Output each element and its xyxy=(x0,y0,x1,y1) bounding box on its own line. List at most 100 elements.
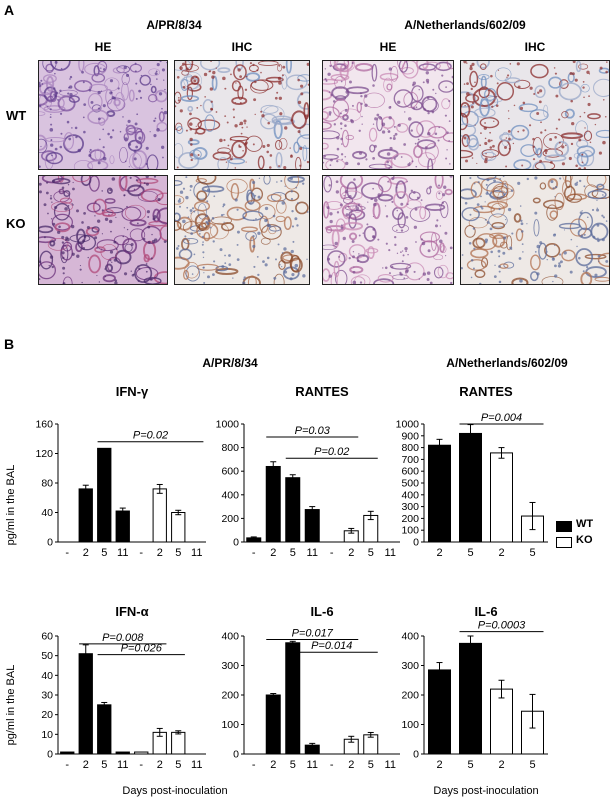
bar xyxy=(115,510,130,543)
p-value-label: P=0.0003 xyxy=(478,620,526,632)
x-tick-label: 11 xyxy=(385,547,396,559)
bar xyxy=(171,512,186,543)
y-tick-label: 400 xyxy=(221,631,239,643)
x-tick-label: - xyxy=(252,759,256,771)
p-value-label: P=0.02 xyxy=(314,446,349,458)
bar xyxy=(490,452,513,543)
stain-label-ihc-right: IHC xyxy=(524,40,546,54)
y-tick-label: 160 xyxy=(35,419,53,431)
y-tick-label: 600 xyxy=(221,466,239,478)
legend: WT KO xyxy=(556,518,614,552)
p-value-label: P=0.008 xyxy=(102,632,144,644)
stain-label-ihc-left: IHC xyxy=(231,40,253,54)
x-tick-label: 11 xyxy=(307,547,318,559)
x-tick-label: 2 xyxy=(348,759,354,771)
chart-title: RANTES xyxy=(295,384,349,399)
x-tick-label: 2 xyxy=(436,759,442,771)
x-tick-label: 5 xyxy=(529,759,535,771)
legend-ko-label: KO xyxy=(576,534,593,546)
x-tick-label: 5 xyxy=(175,547,181,559)
ylabel-bottom: pg/ml in the BAL xyxy=(5,665,17,746)
y-tick-label: 80 xyxy=(41,478,53,490)
micrograph-pr8-wt-he xyxy=(38,60,168,170)
p-value-label: P=0.03 xyxy=(295,425,331,437)
legend-ko-swatch xyxy=(556,537,572,548)
x-tick-label: 2 xyxy=(270,547,276,559)
x-tick-label: 2 xyxy=(348,547,354,559)
y-tick-label: 100 xyxy=(221,719,239,731)
y-tick-label: 100 xyxy=(401,525,419,537)
p-value-label: P=0.017 xyxy=(292,628,334,640)
x-tick-label: - xyxy=(139,547,143,559)
y-tick-label: 600 xyxy=(401,466,419,478)
y-tick-label: 200 xyxy=(401,690,419,702)
y-tick-label: 800 xyxy=(401,442,419,454)
panel-a-strain-left: A/PR/8/34 xyxy=(146,18,202,32)
panel-b-strain-right: A/Netherlands/602/09 xyxy=(446,356,568,370)
legend-wt-swatch xyxy=(556,521,572,532)
y-tick-label: 0 xyxy=(413,537,419,549)
x-tick-label: - xyxy=(65,759,69,771)
micrograph-nl-wt-ihc xyxy=(174,175,310,285)
bar xyxy=(78,653,93,755)
y-tick-label: 1000 xyxy=(396,419,420,431)
y-tick-label: 300 xyxy=(221,660,239,672)
y-tick-label: 0 xyxy=(233,537,239,549)
x-tick-label: 2 xyxy=(436,547,442,559)
stain-label-he-left: HE xyxy=(94,40,112,54)
bar xyxy=(363,734,379,755)
y-tick-label: 100 xyxy=(401,719,419,731)
y-tick-label: 10 xyxy=(41,729,53,741)
y-tick-label: 900 xyxy=(401,430,419,442)
bar xyxy=(60,751,75,755)
x-tick-label: 5 xyxy=(368,547,374,559)
ylabel-top: pg/ml in the BAL xyxy=(5,465,17,546)
x-tick-label: 5 xyxy=(101,759,107,771)
x-tick-label: - xyxy=(252,547,256,559)
x-tick-label: 2 xyxy=(157,759,163,771)
y-tick-label: 1000 xyxy=(216,419,240,431)
micrograph-pr8-wt-ihc xyxy=(174,60,310,170)
xlabel-right: Days post-inoculation xyxy=(433,785,538,797)
legend-wt-label: WT xyxy=(576,518,594,530)
bar xyxy=(490,688,513,755)
y-tick-label: 60 xyxy=(41,631,53,643)
x-tick-label: 5 xyxy=(529,547,535,559)
y-tick-label: 50 xyxy=(41,650,53,662)
y-tick-label: 0 xyxy=(233,749,239,761)
y-tick-label: 400 xyxy=(401,631,419,643)
row-label-ko: KO xyxy=(6,216,26,231)
micrograph-pr8-ko-ihc xyxy=(460,60,610,170)
chart-title: IL-6 xyxy=(474,604,497,619)
x-tick-label: - xyxy=(330,759,334,771)
p-value-label: P=0.004 xyxy=(481,412,522,424)
bar xyxy=(97,704,112,755)
bar xyxy=(285,642,301,755)
bar xyxy=(265,465,281,543)
chart-title: IL-6 xyxy=(310,604,333,619)
y-tick-label: 0 xyxy=(47,537,53,549)
y-tick-label: 200 xyxy=(401,513,419,525)
x-tick-label: 2 xyxy=(498,759,504,771)
x-tick-label: 5 xyxy=(175,759,181,771)
x-tick-label: 11 xyxy=(117,759,128,771)
x-tick-label: 2 xyxy=(157,547,163,559)
panel-a-letter: A xyxy=(4,2,15,18)
x-tick-label: 11 xyxy=(117,547,128,559)
y-tick-label: 20 xyxy=(41,709,53,721)
y-tick-label: 500 xyxy=(401,478,419,490)
x-tick-label: 5 xyxy=(368,759,374,771)
y-tick-label: 0 xyxy=(413,749,419,761)
bar xyxy=(134,751,149,755)
bar xyxy=(459,432,482,543)
chart-title: IFN-α xyxy=(115,604,148,619)
y-tick-label: 300 xyxy=(401,501,419,513)
y-tick-label: 700 xyxy=(401,454,419,466)
bar xyxy=(459,642,482,755)
panel-b-strain-left: A/PR/8/34 xyxy=(202,356,258,370)
y-tick-label: 200 xyxy=(221,513,239,525)
bar xyxy=(304,509,320,543)
micrograph-nl-ko-he xyxy=(322,175,454,285)
x-tick-label: 11 xyxy=(307,759,318,771)
micrograph-nl-ko-ihc xyxy=(460,175,610,285)
